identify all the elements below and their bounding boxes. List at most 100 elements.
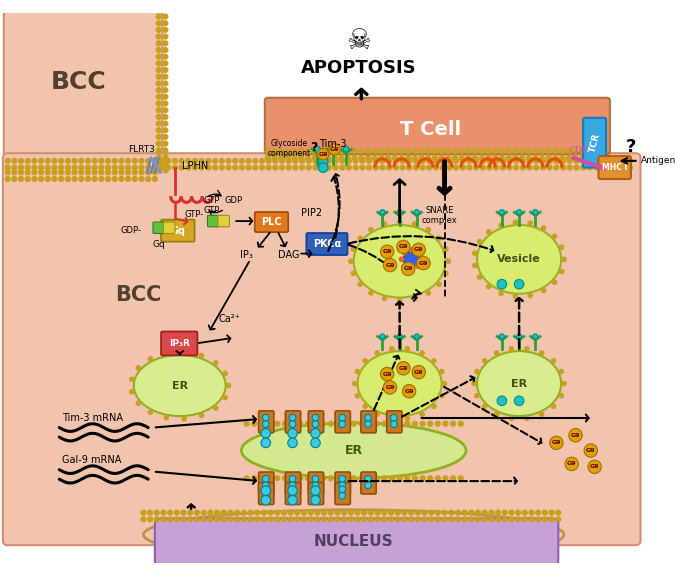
Circle shape: [52, 177, 57, 181]
Circle shape: [306, 165, 311, 170]
FancyBboxPatch shape: [265, 98, 610, 154]
Circle shape: [405, 422, 410, 426]
Circle shape: [275, 517, 279, 522]
Circle shape: [157, 14, 161, 19]
Circle shape: [157, 28, 161, 32]
Circle shape: [513, 294, 518, 298]
Circle shape: [382, 422, 387, 426]
FancyBboxPatch shape: [286, 483, 300, 505]
Circle shape: [163, 81, 168, 86]
Circle shape: [406, 156, 410, 160]
Circle shape: [397, 422, 402, 426]
Circle shape: [507, 158, 512, 163]
Circle shape: [52, 165, 57, 170]
Circle shape: [208, 510, 213, 515]
Circle shape: [268, 510, 273, 515]
Circle shape: [12, 165, 17, 170]
Circle shape: [472, 263, 477, 268]
Circle shape: [72, 177, 77, 181]
Circle shape: [153, 170, 157, 175]
Circle shape: [493, 156, 497, 160]
Circle shape: [136, 401, 140, 406]
Circle shape: [157, 21, 161, 25]
Circle shape: [516, 210, 522, 215]
Circle shape: [614, 158, 619, 163]
Circle shape: [181, 517, 186, 522]
Circle shape: [541, 158, 545, 163]
FancyBboxPatch shape: [306, 233, 348, 255]
Circle shape: [327, 158, 331, 163]
Circle shape: [283, 476, 288, 480]
Circle shape: [199, 414, 204, 418]
Circle shape: [313, 158, 318, 163]
Circle shape: [235, 517, 240, 522]
Circle shape: [148, 510, 153, 515]
Circle shape: [429, 517, 433, 522]
Circle shape: [163, 34, 168, 39]
Circle shape: [339, 486, 346, 492]
Circle shape: [454, 158, 458, 163]
Text: PIP2: PIP2: [301, 209, 322, 218]
Circle shape: [254, 510, 260, 515]
Circle shape: [474, 158, 479, 163]
Circle shape: [330, 146, 335, 152]
Circle shape: [286, 156, 290, 160]
Circle shape: [72, 165, 77, 170]
Circle shape: [396, 510, 400, 515]
Circle shape: [526, 149, 531, 154]
Circle shape: [163, 161, 168, 166]
Circle shape: [92, 165, 97, 170]
Circle shape: [132, 177, 137, 181]
Circle shape: [148, 357, 153, 361]
Circle shape: [387, 158, 392, 163]
Circle shape: [359, 422, 364, 426]
Circle shape: [261, 429, 271, 438]
Circle shape: [487, 158, 492, 163]
Circle shape: [580, 158, 585, 163]
Circle shape: [126, 177, 130, 181]
Circle shape: [281, 510, 286, 515]
Circle shape: [443, 422, 448, 426]
Circle shape: [180, 158, 184, 163]
Circle shape: [506, 156, 511, 160]
Circle shape: [358, 282, 362, 286]
Circle shape: [65, 170, 70, 175]
Circle shape: [315, 510, 320, 515]
Circle shape: [405, 416, 410, 420]
Circle shape: [261, 486, 271, 495]
Circle shape: [279, 158, 284, 163]
Circle shape: [283, 422, 288, 426]
Text: ER: ER: [345, 444, 362, 457]
Circle shape: [412, 149, 417, 154]
Circle shape: [397, 476, 402, 480]
Circle shape: [186, 165, 191, 170]
Circle shape: [344, 476, 348, 480]
FancyBboxPatch shape: [308, 411, 323, 433]
Circle shape: [414, 158, 418, 163]
Circle shape: [157, 74, 161, 79]
Circle shape: [588, 460, 601, 473]
FancyBboxPatch shape: [254, 212, 288, 232]
Circle shape: [415, 510, 420, 515]
Circle shape: [522, 517, 527, 522]
Circle shape: [420, 158, 425, 163]
Text: G9: G9: [418, 261, 428, 266]
Circle shape: [364, 482, 371, 488]
Circle shape: [369, 291, 373, 295]
Circle shape: [146, 158, 151, 163]
FancyBboxPatch shape: [259, 472, 274, 494]
Circle shape: [533, 156, 538, 160]
Circle shape: [408, 510, 414, 515]
Circle shape: [92, 177, 97, 181]
Circle shape: [339, 482, 346, 488]
Circle shape: [406, 149, 410, 154]
Circle shape: [533, 149, 538, 154]
Circle shape: [182, 416, 186, 421]
Circle shape: [32, 177, 37, 181]
Circle shape: [244, 476, 249, 480]
Circle shape: [500, 156, 504, 160]
Circle shape: [427, 165, 431, 170]
Circle shape: [265, 156, 270, 160]
Circle shape: [442, 381, 447, 386]
Circle shape: [435, 517, 440, 522]
